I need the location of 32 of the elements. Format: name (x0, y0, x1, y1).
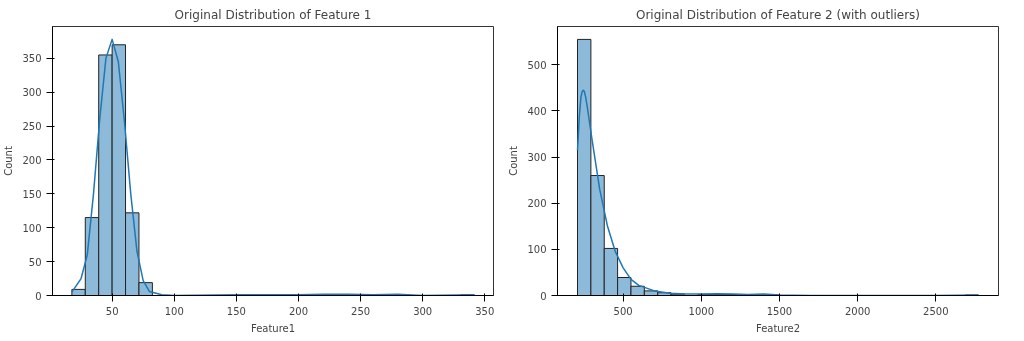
chart-title: Original Distribution of Feature 2 (with outliers) (635, 7, 921, 22)
y-tick-label: 50 (28, 256, 42, 268)
y-tick-label: 100 (527, 244, 547, 256)
x-tick-label: 50 (105, 305, 119, 317)
x-tick-label: 200 (288, 305, 309, 317)
x-tick-label: 150 (226, 305, 246, 317)
x-axis-title: Feature2 (755, 322, 801, 334)
x-tick-label: 1000 (688, 305, 715, 317)
x-tick-label: 2500 (923, 305, 949, 317)
y-tick-label: 0 (540, 290, 547, 302)
chart-title: Original Distribution of Feature 1 (174, 7, 372, 22)
x-tick-label: 350 (475, 305, 495, 317)
x-tick-label: 1500 (766, 305, 793, 317)
y-tick-label: 400 (527, 105, 547, 117)
x-tick-label: 250 (351, 305, 371, 317)
y-tick-label: 350 (22, 53, 42, 65)
y-tick-label: 200 (527, 198, 547, 210)
y-tick-label: 300 (22, 87, 42, 99)
x-axis-title: Feature1 (250, 322, 296, 334)
y-axis-title: Count (3, 146, 15, 176)
y-tick-label: 250 (22, 121, 42, 133)
y-tick-label: 150 (22, 188, 42, 200)
y-tick-label: 100 (22, 222, 42, 234)
x-tick-label: 300 (413, 305, 433, 317)
y-tick-label: 300 (527, 152, 547, 164)
y-tick-label: 500 (527, 59, 547, 71)
y-tick-label: 200 (22, 154, 42, 166)
x-tick-label: 500 (613, 305, 633, 317)
y-axis-title: Count (508, 146, 520, 176)
x-tick-label: 2000 (844, 305, 871, 317)
y-tick-label: 0 (35, 290, 42, 302)
x-tick-label: 100 (164, 305, 184, 317)
